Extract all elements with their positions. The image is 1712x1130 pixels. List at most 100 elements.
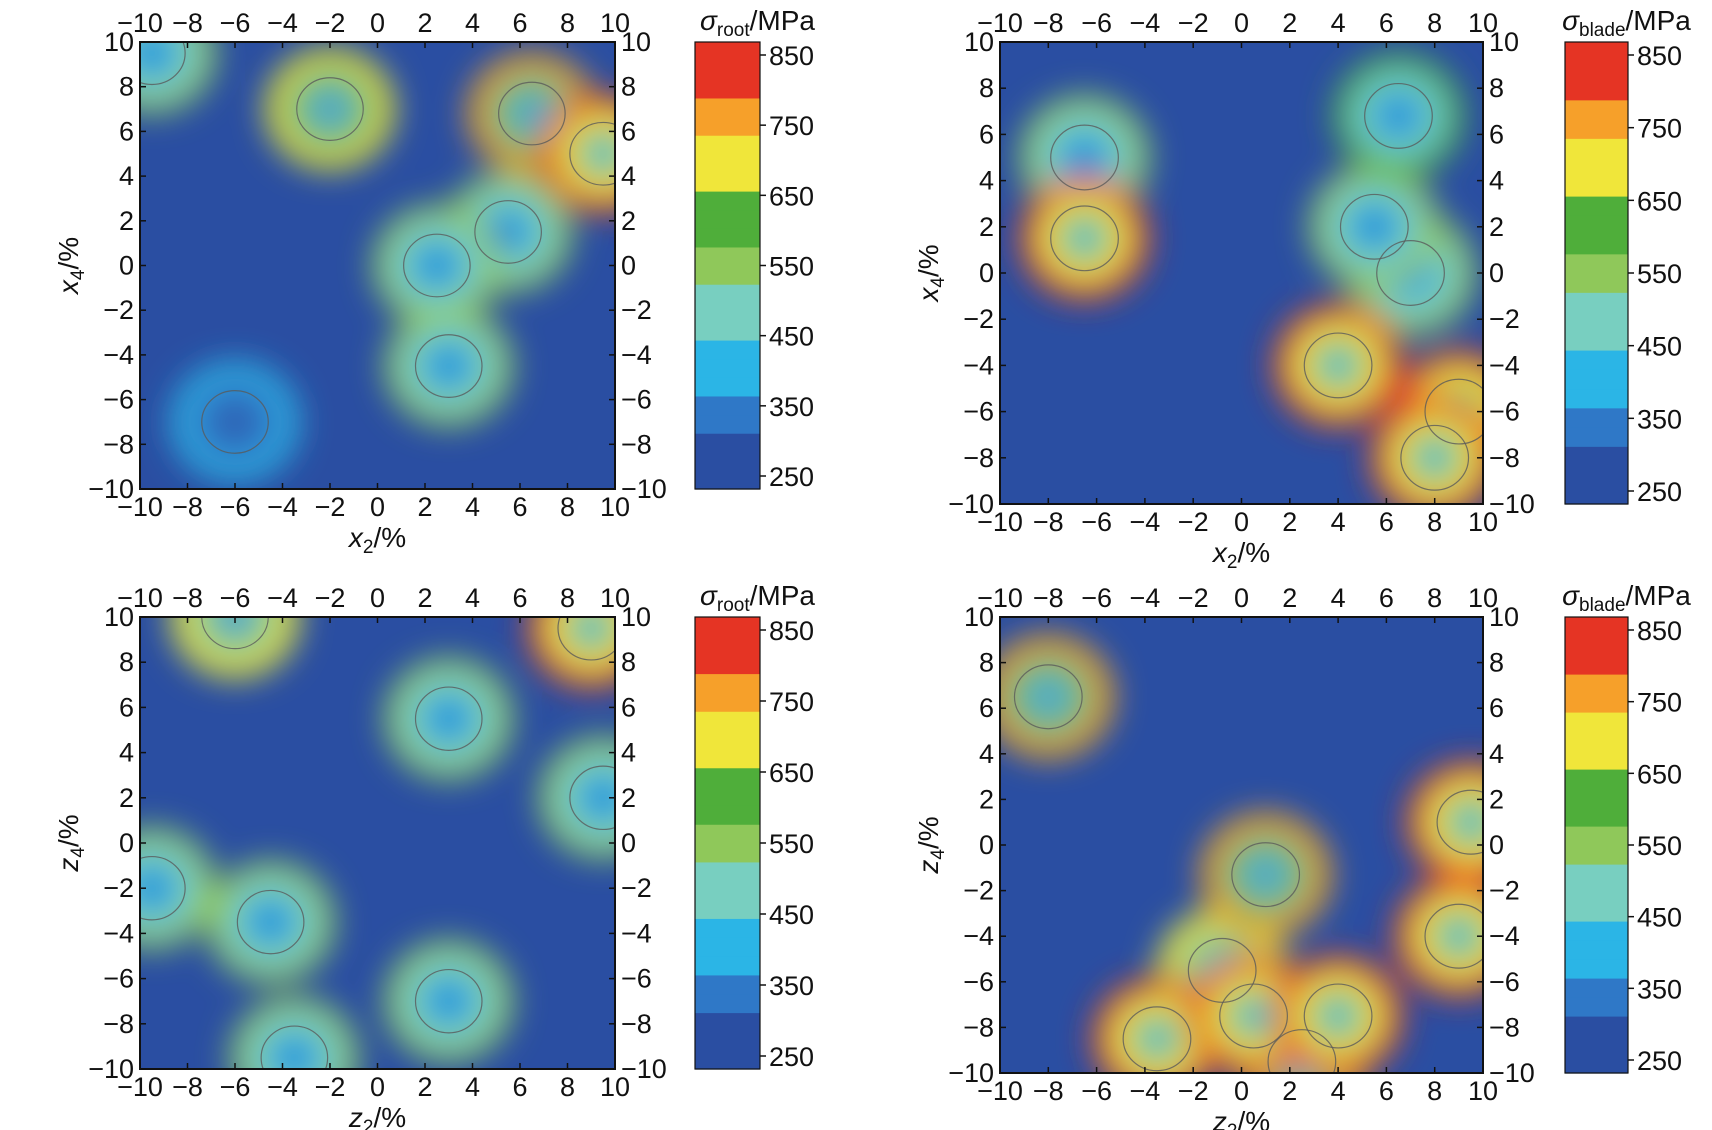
y-tick-label-left: 2 (119, 206, 134, 236)
y-tick-label-right: 4 (621, 738, 636, 768)
hotspot-2-ring (587, 783, 615, 813)
colorbar-band (695, 172, 760, 192)
colorbar-tick-label: 450 (769, 322, 814, 352)
x-tick-label-top: 6 (512, 8, 527, 38)
colorbar-title: σroot/MPa (700, 580, 815, 616)
colorbar-band (695, 321, 760, 341)
y-tick-label-left: 2 (979, 212, 994, 242)
y-tick-label-right: 4 (621, 161, 636, 191)
contour-line (1424, 378, 1483, 445)
contour-line (1339, 193, 1409, 260)
y-axis-title-main: x (53, 279, 84, 296)
colorbar-title-sub: root (717, 595, 750, 616)
colorbar-band (1565, 978, 1628, 998)
y-tick-label-left: −10 (88, 474, 134, 504)
x-tick-label-bottom: 4 (1331, 1076, 1346, 1106)
colorbar-band (695, 116, 760, 136)
hotspot-5-ring (433, 986, 464, 1016)
hotspot-0-ring (587, 139, 615, 169)
y-tick-label-left: −8 (103, 429, 134, 459)
heatmap-panel-bottom-left: −10−10−10 −10−8−8−8 −8−6−6−6 −6−4−4−4 −4−2−2… (53, 580, 815, 1130)
x-tick-label-bottom: −2 (315, 1072, 346, 1102)
colorbar-band (1565, 1035, 1628, 1055)
colorbar-band (695, 135, 760, 155)
colorbar-band (1565, 292, 1628, 313)
contour-line (1303, 983, 1373, 1049)
colorbar-band (1565, 369, 1628, 390)
colorbar-band (695, 617, 760, 637)
hotspot-3-ring (433, 704, 464, 734)
y-tick-label-right: 0 (621, 828, 636, 858)
y-tick-label-left: 10 (104, 27, 134, 57)
contour-line (1231, 842, 1301, 908)
y-tick-label-left: 6 (119, 692, 134, 722)
colorbar-tick-label: 350 (1637, 974, 1682, 1004)
colorbar-band (695, 209, 760, 229)
x-tick-label-bottom: 8 (1427, 507, 1442, 537)
x-tick-label-bottom: 6 (1379, 1076, 1394, 1106)
x-tick-label-top: −2 (315, 583, 346, 613)
colorbar-band (695, 340, 760, 360)
hotspot-2-ring (1322, 1001, 1354, 1031)
contour-line (1267, 1029, 1337, 1073)
y-tick-label-right: −8 (1489, 1012, 1520, 1042)
y-tick-label-left: −10 (88, 1054, 134, 1084)
y-axis-title-sub: 4 (68, 269, 89, 280)
colorbar-title-unit: /MPa (1626, 580, 1692, 611)
colorbar-tick-label: 650 (1637, 186, 1682, 216)
x-tick-label-bottom: 6 (1379, 507, 1394, 537)
y-tick-label-right: −6 (621, 964, 652, 994)
colorbar-band (695, 673, 760, 693)
colorbar-band (1565, 769, 1628, 789)
hotspot-0-ring (1443, 921, 1475, 951)
y-tick-label-left: 10 (964, 602, 994, 632)
y-tick-label-right: −4 (621, 340, 652, 370)
hotspot-3-ring (1069, 223, 1100, 254)
colorbar-band (1565, 99, 1628, 120)
y-axis-title: x4/% (53, 237, 89, 296)
y-tick-label-left: −6 (963, 397, 994, 427)
colorbar-band (695, 993, 760, 1014)
heatmap-field (1000, 42, 1483, 504)
x-tick-label-bottom: −4 (1130, 1076, 1161, 1106)
colorbar-band (1565, 693, 1628, 713)
colorbar-tick-label: 550 (1637, 259, 1682, 289)
x-tick-label-top: −8 (172, 583, 203, 613)
colorbar-title-sym: σ (700, 580, 718, 611)
x-axis-title-sub: 2 (1227, 1121, 1238, 1130)
colorbar-band (1565, 196, 1628, 216)
x-tick-label-top: 2 (417, 583, 432, 613)
y-tick-label-left: −8 (103, 1009, 134, 1039)
hotspot-2-ring (314, 94, 346, 124)
colorbar-tick-label: 750 (1637, 688, 1682, 718)
y-tick-label-right: 10 (621, 602, 651, 632)
x-tick-label-top: −2 (1178, 8, 1209, 38)
y-axis-title-unit: /% (53, 814, 84, 847)
y-axis-title-sub: 4 (928, 849, 949, 860)
x-axis-title-sub: 2 (363, 537, 374, 558)
colorbar-tick-label: 550 (769, 252, 814, 282)
y-tick-label-left: −6 (103, 964, 134, 994)
colorbar-tick-label: 650 (1637, 759, 1682, 789)
colorbar-title-sym: σ (1562, 5, 1580, 36)
y-tick-label-left: −8 (963, 1012, 994, 1042)
colorbar-tick-label: 250 (769, 462, 814, 492)
x-tick-label-bottom: −6 (1081, 1076, 1112, 1106)
y-tick-label-right: 10 (1489, 27, 1519, 57)
colorbar-tick-label: 750 (1637, 114, 1682, 144)
x-tick-label-top: −10 (117, 583, 163, 613)
x-tick-label-top: −8 (1033, 583, 1064, 613)
colorbar-band (695, 767, 760, 788)
x-tick-label-bottom: −8 (1033, 507, 1064, 537)
x-tick-label-top: −8 (172, 8, 203, 38)
y-tick-label-right: 4 (1489, 166, 1504, 196)
contour-line (1050, 205, 1119, 272)
x-tick-label-top: 0 (1234, 8, 1249, 38)
hotspot-0-ring (1322, 350, 1354, 381)
x-tick-label-bottom: 4 (465, 1072, 480, 1102)
hotspot-6-ring (1358, 212, 1390, 242)
hotspot-2-ring (1419, 443, 1451, 473)
y-tick-label-right: −4 (621, 918, 652, 948)
colorbar-band (1565, 157, 1628, 178)
colorbar-band (1565, 215, 1628, 236)
